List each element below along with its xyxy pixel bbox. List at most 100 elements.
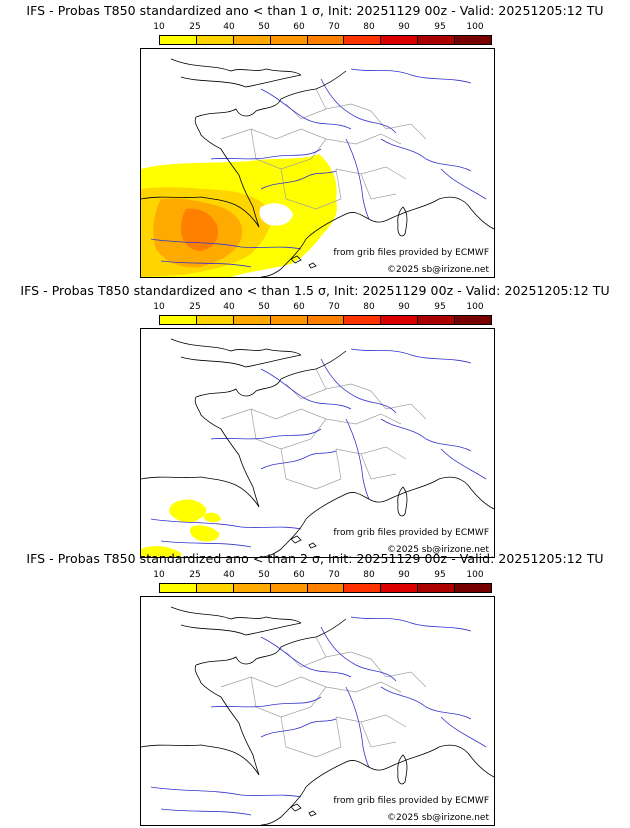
- colorbar-segment: [160, 316, 196, 324]
- coastline: [238, 174, 260, 228]
- colorbar-segment: [195, 316, 233, 324]
- river: [345, 418, 370, 500]
- river: [345, 138, 370, 220]
- colorbar-tick-label: 25: [189, 22, 201, 32]
- coastline: [180, 74, 302, 88]
- colorbar: [159, 583, 492, 593]
- coastline: [398, 196, 494, 230]
- colorbar-tick-label: 40: [223, 570, 235, 580]
- colorbar-tick-label: 80: [363, 570, 375, 580]
- river: [350, 68, 472, 84]
- coastline: [308, 262, 317, 269]
- coastline: [260, 518, 307, 557]
- colorbar-segment: [380, 316, 418, 324]
- colorbar-segment: [454, 36, 492, 44]
- river: [210, 428, 322, 440]
- colorbar-segment: [380, 584, 418, 592]
- coastline: [305, 492, 400, 520]
- anomaly-area-10: [190, 525, 220, 542]
- coastline: [195, 618, 347, 666]
- region-border: [360, 721, 397, 748]
- coastline: [305, 212, 400, 240]
- panel-title: IFS - Probas T850 standardized ano < tha…: [26, 551, 604, 566]
- river: [260, 88, 352, 130]
- region-border: [285, 103, 327, 120]
- coastline: [170, 338, 302, 356]
- colorbar-tick-label: 50: [258, 570, 270, 580]
- coastline: [305, 760, 400, 788]
- france-map-svg: [141, 606, 494, 825]
- river: [160, 260, 252, 268]
- coastline: [398, 476, 494, 510]
- region-border: [360, 173, 397, 200]
- coastline: [141, 476, 260, 508]
- region-border: [370, 658, 427, 688]
- coastline: [195, 350, 347, 398]
- colorbar-tick-label: 90: [398, 22, 410, 32]
- colorbar-tick-label: 60: [293, 570, 305, 580]
- region-border: [280, 168, 342, 210]
- river: [160, 540, 252, 548]
- coastline: [290, 255, 302, 264]
- region-border: [315, 368, 372, 392]
- coastline: [238, 722, 260, 776]
- colorbar-tick-label: 100: [466, 22, 484, 32]
- colorbar-ticks: 10 25 40 50 60 70 80 90 95 100: [0, 22, 630, 34]
- colorbar-segment: [343, 584, 381, 592]
- copyright-credit: ©2025 sb@irizone.net: [386, 545, 490, 555]
- map-panel-1-5sigma: IFS - Probas T850 standardized ano < tha…: [0, 280, 630, 558]
- colorbar-tick-label: 70: [328, 22, 340, 32]
- colorbar-tick-label: 40: [223, 302, 235, 312]
- colorbar-tick-label: 10: [153, 302, 165, 312]
- anomaly-area-10: [169, 499, 207, 523]
- region-border: [315, 636, 372, 660]
- colorbar-segment: [160, 36, 196, 44]
- region-border: [220, 676, 327, 688]
- colorbar-tick-label: 95: [434, 570, 446, 580]
- coastline: [170, 606, 302, 624]
- colorbar-ticks: 10 25 40 50 60 70 80 90 95 100: [0, 302, 630, 314]
- river: [350, 348, 472, 364]
- panel-title: IFS - Probas T850 standardized ano < tha…: [20, 283, 610, 298]
- colorbar-segment: [269, 316, 307, 324]
- river: [150, 238, 302, 250]
- panel-title: IFS - Probas T850 standardized ano < tha…: [26, 3, 604, 18]
- colorbar-tick-label: 95: [434, 22, 446, 32]
- coastline: [290, 535, 302, 544]
- region-border: [220, 128, 327, 140]
- colorbar-tick-label: 10: [153, 570, 165, 580]
- region-border: [280, 448, 342, 490]
- source-credit: from grib files provided by ECMWF: [332, 248, 490, 258]
- coastline: [308, 810, 317, 817]
- anomaly-area-10: [141, 546, 181, 557]
- river: [260, 450, 337, 470]
- colorbar-segment: [306, 36, 344, 44]
- region-border: [285, 651, 327, 668]
- river: [150, 786, 302, 798]
- coastline: [194, 396, 240, 456]
- colorbar-tick-label: 50: [258, 302, 270, 312]
- colorbar: [159, 35, 492, 45]
- coastline: [260, 786, 307, 825]
- coastline: [308, 542, 317, 549]
- colorbar-segment: [417, 584, 455, 592]
- coastline: [180, 622, 302, 636]
- colorbar-segment: [195, 584, 233, 592]
- region-border: [325, 413, 402, 425]
- copyright-credit: ©2025 sb@irizone.net: [386, 265, 490, 275]
- river: [440, 716, 487, 748]
- river: [260, 368, 352, 410]
- colorbar-segment: [269, 36, 307, 44]
- coastline: [141, 744, 260, 776]
- anomaly-area-10: [203, 512, 221, 523]
- colorbar-tick-label: 60: [293, 22, 305, 32]
- colorbar-tick-label: 50: [258, 22, 270, 32]
- region-border: [315, 88, 372, 112]
- colorbar-tick-label: 90: [398, 570, 410, 580]
- coastline: [238, 454, 260, 508]
- anomaly-area-60: [181, 208, 219, 251]
- colorbar-tick-label: 40: [223, 22, 235, 32]
- colorbar-tick-label: 100: [466, 302, 484, 312]
- colorbar-tick-label: 100: [466, 570, 484, 580]
- river: [440, 448, 487, 480]
